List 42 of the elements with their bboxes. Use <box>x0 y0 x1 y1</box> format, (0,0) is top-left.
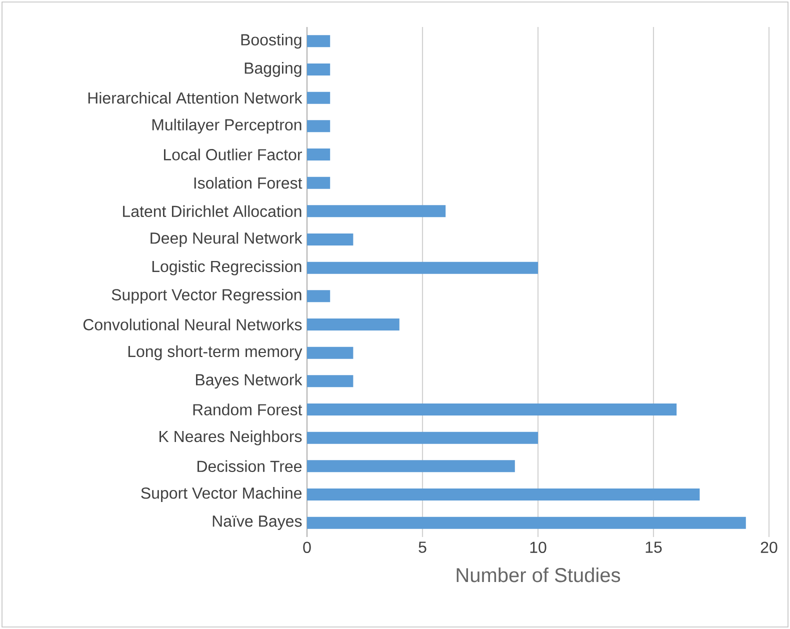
y-tick-label: Suport Vector Machine <box>141 487 302 502</box>
y-tick-label: Random Forest <box>193 404 302 416</box>
y-tick-label: Support Vector Regression <box>112 288 302 304</box>
bar <box>307 176 330 189</box>
bar <box>307 148 330 160</box>
bar <box>307 432 538 444</box>
bar <box>307 64 330 76</box>
bar <box>307 516 746 529</box>
bar <box>307 35 330 48</box>
bar <box>307 92 330 104</box>
x-tick-label: 10 <box>530 542 546 554</box>
y-tick-label: Convolutional Neural Networks <box>83 318 302 330</box>
x-tick-label: 20 <box>760 542 778 554</box>
y-tick-label: Hierarchical Attention Network <box>88 92 302 104</box>
bar <box>307 403 677 416</box>
x-tick-label: 15 <box>646 542 662 553</box>
bar <box>307 375 354 388</box>
y-tick-label: Logistic Regrecission <box>152 260 302 276</box>
y-tick-label: Bagging <box>244 62 302 77</box>
bar <box>307 460 515 472</box>
bar <box>307 205 446 218</box>
bar <box>307 488 700 500</box>
y-tick-label: Long short-term memory <box>128 345 302 360</box>
x-tick-label: 0 <box>303 542 311 554</box>
y-tick-label: Boosting <box>241 34 302 49</box>
y-tick-label: Multilayer Perceptron <box>152 118 302 134</box>
bar <box>307 120 330 132</box>
y-tick-label: Naïve Bayes <box>212 516 302 530</box>
bar <box>307 290 330 302</box>
y-tick-label: Latent Dirichlet Allocation <box>123 205 302 218</box>
x-tick-label: 5 <box>418 542 426 553</box>
y-tick-label: K Neares Neighbors <box>160 430 302 446</box>
y-tick-label: Decission Tree <box>198 460 302 472</box>
y-tick-label: Bayes Network <box>196 374 302 389</box>
x-axis-title: Number of Studies <box>456 568 620 582</box>
bar <box>307 346 354 359</box>
y-tick-label: Deep Neural Network <box>150 232 302 247</box>
bar <box>307 233 354 246</box>
y-tick-label: Local Outlier Factor <box>164 148 302 160</box>
bar <box>307 318 400 330</box>
bar <box>307 262 538 274</box>
y-tick-label: Isolation Forest <box>194 176 302 189</box>
